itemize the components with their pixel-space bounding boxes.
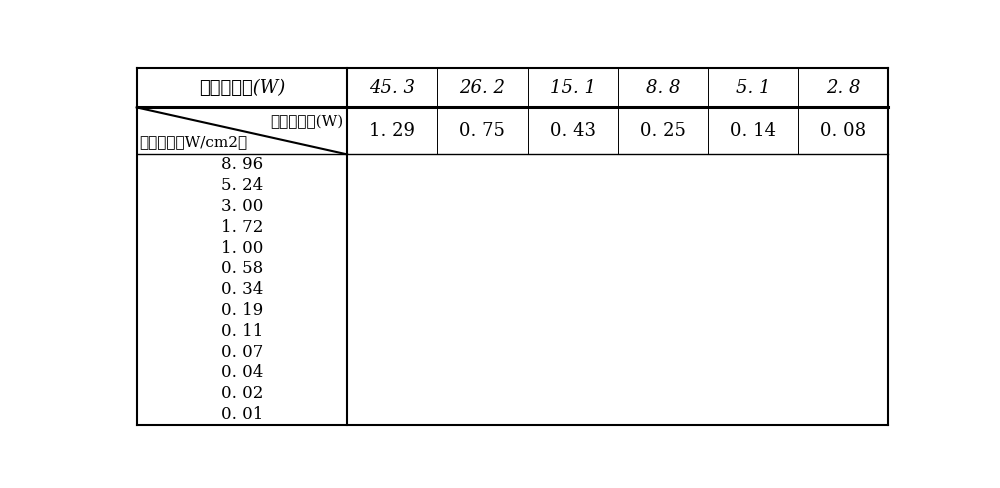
Text: 0. 75: 0. 75 [459,122,505,140]
Text: 5. 1: 5. 1 [736,79,770,97]
Text: 1. 00: 1. 00 [221,240,263,257]
Text: 0. 58: 0. 58 [221,260,263,277]
Text: 热流密度（W/cm2）: 热流密度（W/cm2） [139,135,247,149]
Text: 5. 24: 5. 24 [221,177,263,194]
Text: 26. 2: 26. 2 [459,79,505,97]
Text: 0. 34: 0. 34 [221,281,263,298]
Text: 15. 1: 15. 1 [550,79,596,97]
Text: 0. 11: 0. 11 [221,323,263,340]
Text: 1. 29: 1. 29 [369,122,415,140]
Text: 2. 8: 2. 8 [826,79,861,97]
Text: 单器件功耗(W): 单器件功耗(W) [270,115,343,129]
Text: 0. 07: 0. 07 [221,344,263,361]
Text: 0. 25: 0. 25 [640,122,686,140]
Text: 1. 72: 1. 72 [221,219,263,236]
Text: 8. 96: 8. 96 [221,156,263,173]
Text: 45. 3: 45. 3 [369,79,415,97]
Text: 模块总功耗(W): 模块总功耗(W) [199,79,285,97]
Text: 0. 19: 0. 19 [221,302,263,319]
Text: 0. 04: 0. 04 [221,365,263,382]
Text: 8. 8: 8. 8 [646,79,680,97]
Text: 0. 14: 0. 14 [730,122,776,140]
Text: 3. 00: 3. 00 [221,198,263,215]
Text: 0. 08: 0. 08 [820,122,866,140]
Text: 0. 01: 0. 01 [221,406,263,423]
Text: 0. 02: 0. 02 [221,385,263,402]
Text: 0. 43: 0. 43 [550,122,596,140]
